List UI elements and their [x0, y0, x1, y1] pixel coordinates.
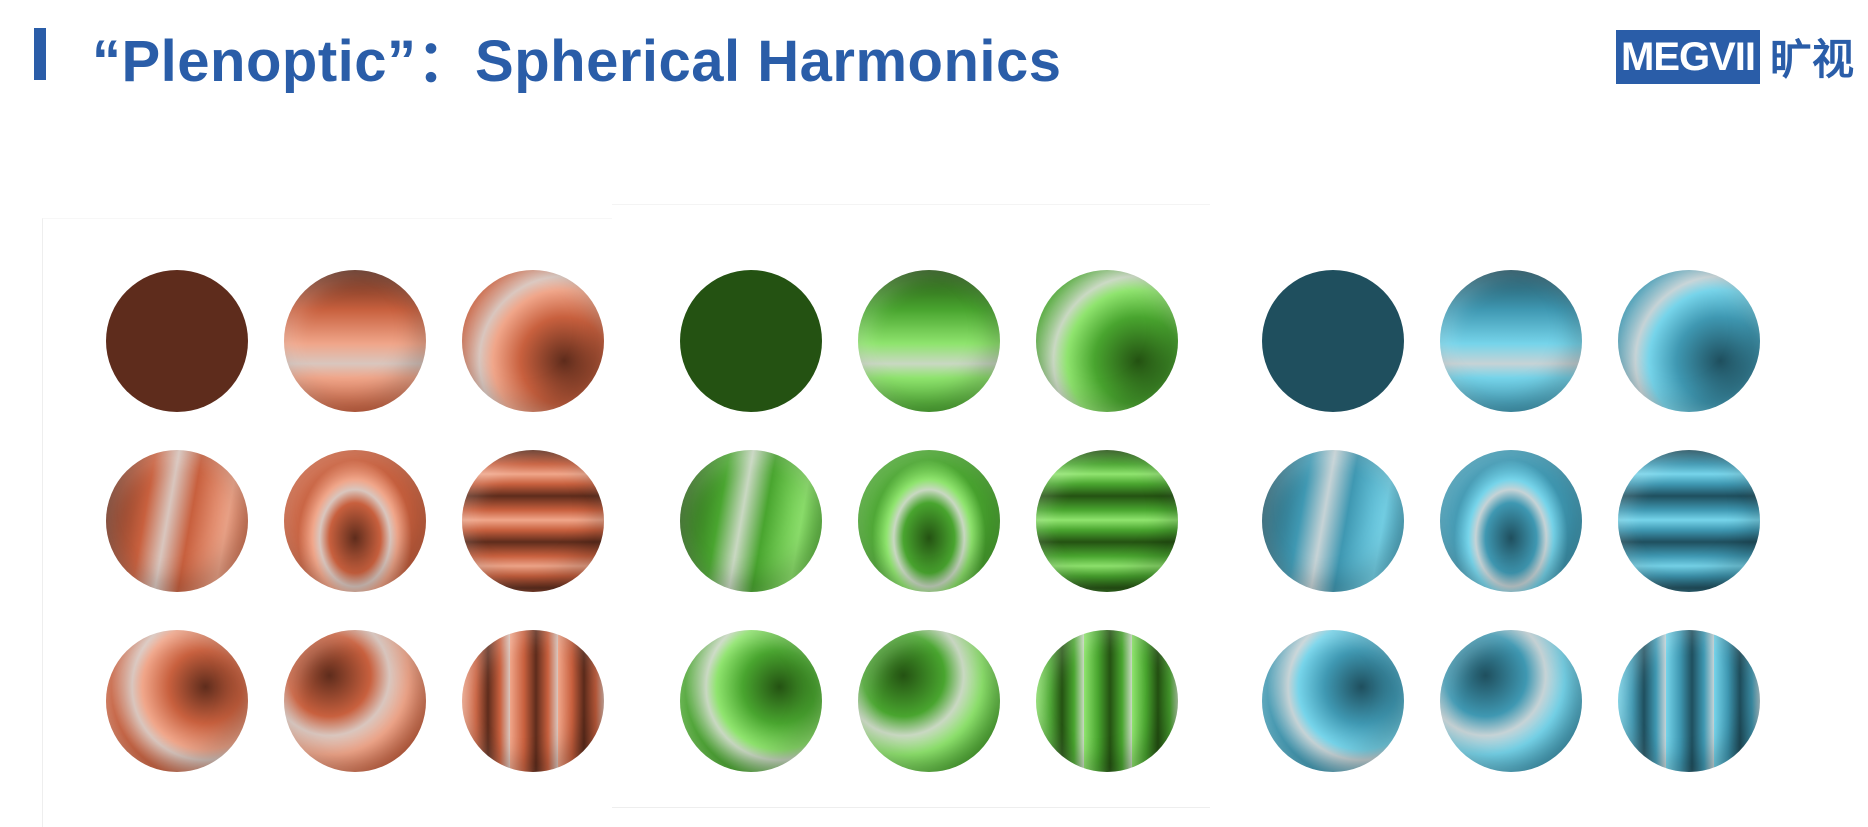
- sphere-green-3-3: [1036, 630, 1178, 772]
- logo-brand: MEGVII: [1616, 29, 1761, 84]
- sphere-brown-2-2: [284, 450, 426, 592]
- sphere-brown-1-1: [106, 270, 248, 412]
- sphere-teal-3-1: [1262, 630, 1404, 772]
- sphere-teal-2-1: [1262, 450, 1404, 592]
- sphere-brown-3-3: [462, 630, 604, 772]
- sphere-teal-1-1: [1262, 270, 1404, 412]
- megvii-logo: MEGVII 旷视: [1616, 26, 1854, 87]
- sphere-brown-2-1: [106, 450, 248, 592]
- sphere-teal-2-2: [1440, 450, 1582, 592]
- sphere-green-3-2: [858, 630, 1000, 772]
- sphere-brown-3-1: [106, 630, 248, 772]
- sphere-teal-3-3: [1618, 630, 1760, 772]
- sphere-green-2-1: [680, 450, 822, 592]
- sphere-brown-3-2: [284, 630, 426, 772]
- sphere-green-1-3: [1036, 270, 1178, 412]
- logo-brand-cn: 旷视: [1770, 35, 1855, 84]
- sphere-brown-1-2: [284, 270, 426, 412]
- sphere-teal-3-2: [1440, 630, 1582, 772]
- sphere-green-2-3: [1036, 450, 1178, 592]
- sphere-teal-1-3: [1618, 270, 1760, 412]
- slide-title: “Plenoptic”：Spherical Harmonics: [92, 29, 1062, 94]
- sphere-teal-1-2: [1440, 270, 1582, 412]
- sphere-brown-1-3: [462, 270, 604, 412]
- sphere-green-3-1: [680, 630, 822, 772]
- sphere-green-2-2: [858, 450, 1000, 592]
- sphere-teal-2-3: [1618, 450, 1760, 592]
- sphere-green-1-1: [680, 270, 822, 412]
- title-accent-bar: [34, 28, 46, 80]
- sphere-green-1-2: [858, 270, 1000, 412]
- sphere-brown-2-3: [462, 450, 604, 592]
